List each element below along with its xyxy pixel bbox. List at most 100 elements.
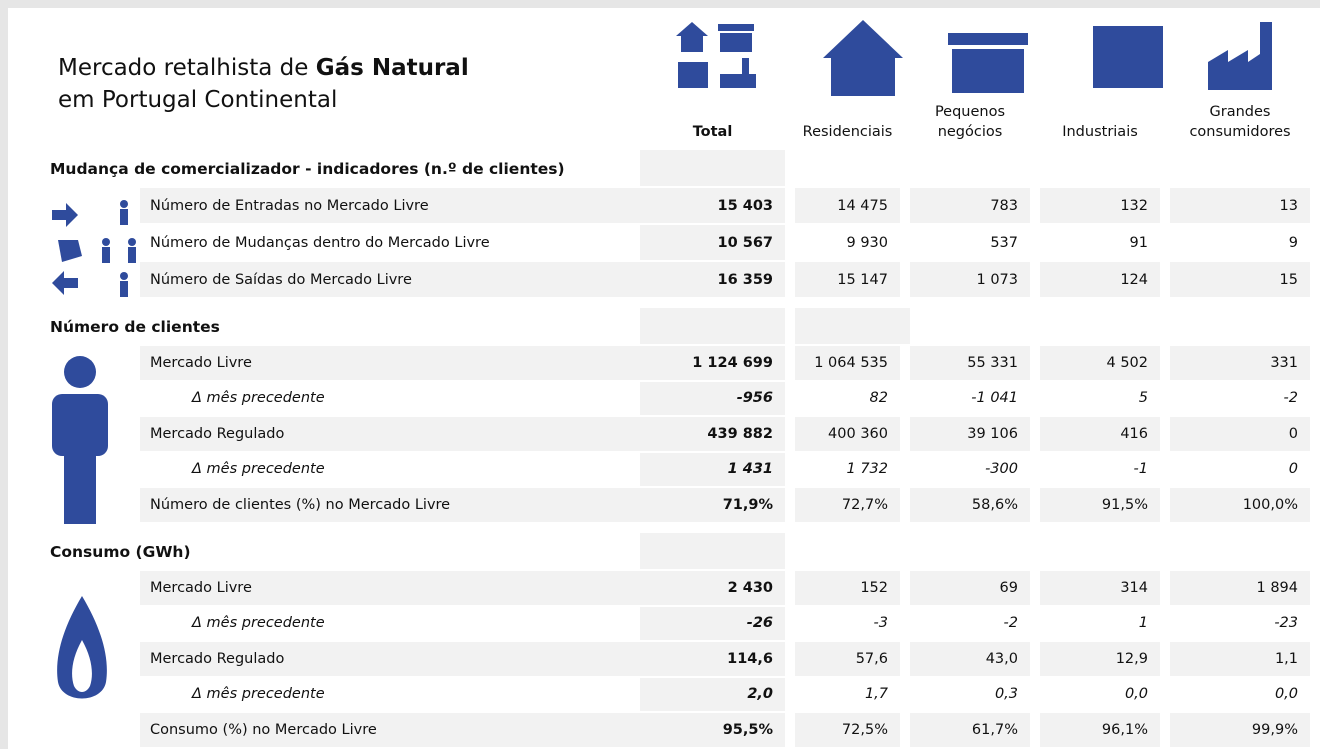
value: 331 (1170, 346, 1310, 380)
row-bg (140, 606, 640, 640)
value: 91,5% (1040, 488, 1160, 522)
title-bold: Gás Natural (315, 55, 469, 81)
value: 57,6 (795, 642, 900, 676)
total-value: 1 431 (640, 452, 785, 486)
value: -1 041 (910, 381, 1030, 415)
value: 58,6% (910, 488, 1030, 522)
value: 1 732 (795, 452, 900, 486)
total-value: -26 (640, 606, 785, 640)
value: 0,0 (1170, 677, 1310, 711)
value: 152 (795, 571, 900, 605)
value: 783 (910, 188, 1030, 223)
shop-icon (948, 33, 1028, 93)
value: 9 (1170, 225, 1310, 260)
value: 99,9% (1170, 713, 1310, 747)
value: 0,0 (1040, 677, 1160, 711)
value: 14 475 (795, 188, 900, 223)
column-header: Pequenos negócios (910, 102, 1030, 142)
value: 416 (1040, 417, 1160, 451)
row-label: Mercado Livre (150, 579, 252, 596)
row-bg (140, 188, 640, 223)
residential-icon (823, 20, 903, 96)
total-value: 439 882 (640, 417, 785, 451)
value: 1 894 (1170, 571, 1310, 605)
value: 0 (1170, 452, 1310, 486)
total-value: 15 403 (640, 188, 785, 223)
switch-icons (52, 200, 136, 297)
column-header: Residenciais (795, 122, 900, 142)
total-bg (640, 533, 785, 569)
value: -2 (1170, 381, 1310, 415)
value: 12,9 (1040, 642, 1160, 676)
value: 91 (1040, 225, 1160, 260)
column-header: Total (640, 122, 785, 142)
row-label: Mercado Regulado (150, 425, 285, 442)
total-value: 1 124 699 (640, 346, 785, 380)
value: 55 331 (910, 346, 1030, 380)
total-bg (640, 308, 785, 344)
row-bg (140, 262, 640, 297)
row-label: Número de Saídas do Mercado Livre (150, 271, 412, 288)
row-bg (140, 346, 640, 380)
res-bg (795, 308, 910, 344)
title: Mercado retalhista de Gás Natural em Por… (58, 52, 469, 116)
value: 96,1% (1040, 713, 1160, 747)
column-header-line: Pequenos (934, 104, 1006, 120)
person-icon (52, 356, 108, 524)
total-value: 10 567 (640, 225, 785, 260)
total-bg (640, 150, 785, 186)
row-label: Consumo (%) no Mercado Livre (150, 721, 377, 738)
column-header-line: Total (692, 124, 733, 140)
column-header-line: negócios (937, 124, 1003, 140)
row-bg (140, 488, 640, 522)
column-header-line: Residenciais (802, 124, 893, 140)
column-header-line: Industriais (1062, 124, 1138, 140)
value: 537 (910, 225, 1030, 260)
factory-icon (1208, 22, 1272, 90)
flame-icon (57, 596, 107, 699)
industrial-icon (1093, 26, 1163, 88)
value: 1 (1040, 606, 1160, 640)
section-title: Número de clientes (50, 318, 220, 336)
value: 0,3 (910, 677, 1030, 711)
value: 1 064 535 (795, 346, 900, 380)
value: 1,7 (795, 677, 900, 711)
row-bg (140, 642, 640, 676)
row-label: Número de clientes (%) no Mercado Livre (150, 496, 451, 513)
value: -2 (910, 606, 1030, 640)
row-label: Mercado Livre (150, 354, 252, 371)
value: 4 502 (1040, 346, 1160, 380)
row-bg (140, 571, 640, 605)
title-prefix: Mercado retalhista de (58, 55, 316, 81)
row-bg (140, 713, 640, 747)
value: 100,0% (1170, 488, 1310, 522)
value: 72,5% (795, 713, 900, 747)
row-label: Número de Mudanças dentro do Mercado Liv… (150, 234, 490, 251)
row-label: Mercado Regulado (150, 650, 285, 667)
row-bg (140, 381, 640, 415)
row-label: Δ mês precedente (192, 615, 325, 632)
column-header-line: consumidores (1189, 124, 1291, 140)
value: 61,7% (910, 713, 1030, 747)
section-title: Consumo (GWh) (50, 543, 191, 561)
value: 69 (910, 571, 1030, 605)
total-value: 2 430 (640, 571, 785, 605)
value: 82 (795, 381, 900, 415)
value: 0 (1170, 417, 1310, 451)
total-icon (676, 22, 756, 88)
total-value: 114,6 (640, 642, 785, 676)
value: 39 106 (910, 417, 1030, 451)
total-value: -956 (640, 381, 785, 415)
value: 9 930 (795, 225, 900, 260)
row-bg (140, 677, 640, 711)
value: 5 (1040, 381, 1160, 415)
title-line2: em Portugal Continental (58, 87, 338, 113)
row-bg (140, 225, 640, 260)
row-label: Δ mês precedente (192, 390, 325, 407)
value: 15 147 (795, 262, 900, 297)
row-label: Número de Entradas no Mercado Livre (150, 197, 429, 214)
total-value: 71,9% (640, 488, 785, 522)
value: 13 (1170, 188, 1310, 223)
value: 124 (1040, 262, 1160, 297)
